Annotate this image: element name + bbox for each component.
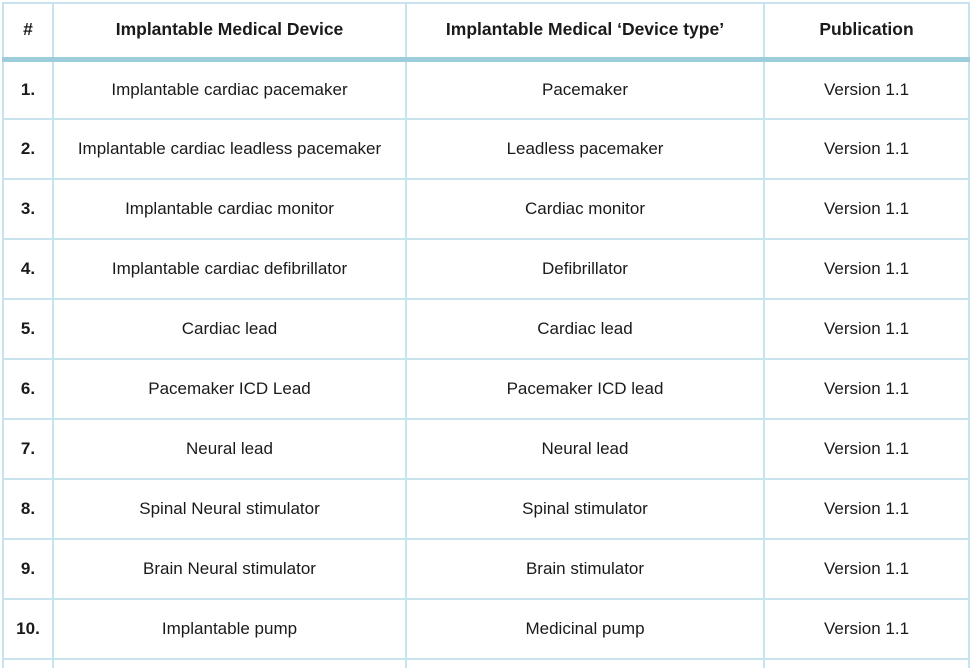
table-row: 8. Spinal Neural stimulator Spinal stimu…	[2, 478, 970, 540]
publication-cell: Version 1.1	[763, 58, 970, 120]
publication-cell: Version 1.1	[763, 478, 970, 540]
row-number-cell: 9.	[2, 538, 54, 600]
device-name-cell	[52, 658, 407, 668]
row-number-cell: 10.	[2, 598, 54, 660]
publication-cell: Version 1.1	[763, 178, 970, 240]
table-row: 1. Implantable cardiac pacemaker Pacemak…	[2, 58, 970, 120]
table-row: 6. Pacemaker ICD Lead Pacemaker ICD lead…	[2, 358, 970, 420]
device-type-cell	[405, 658, 765, 668]
row-number-cell: 2.	[2, 118, 54, 180]
header-row: # Implantable Medical Device Implantable…	[2, 2, 970, 62]
header-cell-device: Implantable Medical Device	[52, 2, 407, 62]
device-type-cell: Pacemaker	[405, 58, 765, 120]
publication-cell: Version 1.1	[763, 238, 970, 300]
publication-cell: Version 1.1	[763, 118, 970, 180]
device-type-cell: Neural lead	[405, 418, 765, 480]
device-name-cell: Implantable cardiac defibrillator	[52, 238, 407, 300]
publication-cell: Version 1.1	[763, 538, 970, 600]
publication-cell: Version 1.1	[763, 298, 970, 360]
publication-cell: Version 1.1	[763, 418, 970, 480]
header-cell-number: #	[2, 2, 54, 62]
device-type-cell: Pacemaker ICD lead	[405, 358, 765, 420]
publication-cell	[763, 658, 970, 668]
device-name-cell: Brain Neural stimulator	[52, 538, 407, 600]
table-row: 3. Implantable cardiac monitor Cardiac m…	[2, 178, 970, 240]
table-row: 4. Implantable cardiac defibrillator Def…	[2, 238, 970, 300]
row-number-cell: 3.	[2, 178, 54, 240]
table-row: 5. Cardiac lead Cardiac lead Version 1.1	[2, 298, 970, 360]
device-type-cell: Leadless pacemaker	[405, 118, 765, 180]
table-header: # Implantable Medical Device Implantable…	[2, 2, 970, 62]
table-row: 9. Brain Neural stimulator Brain stimula…	[2, 538, 970, 600]
table-row	[2, 658, 970, 668]
device-type-cell: Medicinal pump	[405, 598, 765, 660]
row-number-cell: 8.	[2, 478, 54, 540]
device-type-cell: Defibrillator	[405, 238, 765, 300]
table-row: 7. Neural lead Neural lead Version 1.1	[2, 418, 970, 480]
table-row: 2. Implantable cardiac leadless pacemake…	[2, 118, 970, 180]
publication-cell: Version 1.1	[763, 598, 970, 660]
device-name-cell: Implantable cardiac pacemaker	[52, 58, 407, 120]
device-name-cell: Spinal Neural stimulator	[52, 478, 407, 540]
row-number-cell	[2, 658, 54, 668]
row-number-cell: 1.	[2, 58, 54, 120]
device-name-cell: Cardiac lead	[52, 298, 407, 360]
table-row: 10. Implantable pump Medicinal pump Vers…	[2, 598, 970, 660]
header-cell-device-type: Implantable Medical ‘Device type’	[405, 2, 765, 62]
table-body: 1. Implantable cardiac pacemaker Pacemak…	[2, 58, 970, 668]
header-cell-publication: Publication	[763, 2, 970, 62]
device-name-cell: Implantable cardiac monitor	[52, 178, 407, 240]
device-name-cell: Implantable cardiac leadless pacemaker	[52, 118, 407, 180]
publication-cell: Version 1.1	[763, 358, 970, 420]
row-number-cell: 7.	[2, 418, 54, 480]
device-type-cell: Cardiac monitor	[405, 178, 765, 240]
device-name-cell: Pacemaker ICD Lead	[52, 358, 407, 420]
device-type-cell: Brain stimulator	[405, 538, 765, 600]
row-number-cell: 4.	[2, 238, 54, 300]
device-name-cell: Implantable pump	[52, 598, 407, 660]
row-number-cell: 6.	[2, 358, 54, 420]
device-name-cell: Neural lead	[52, 418, 407, 480]
row-number-cell: 5.	[2, 298, 54, 360]
device-type-cell: Spinal stimulator	[405, 478, 765, 540]
device-type-cell: Cardiac lead	[405, 298, 765, 360]
